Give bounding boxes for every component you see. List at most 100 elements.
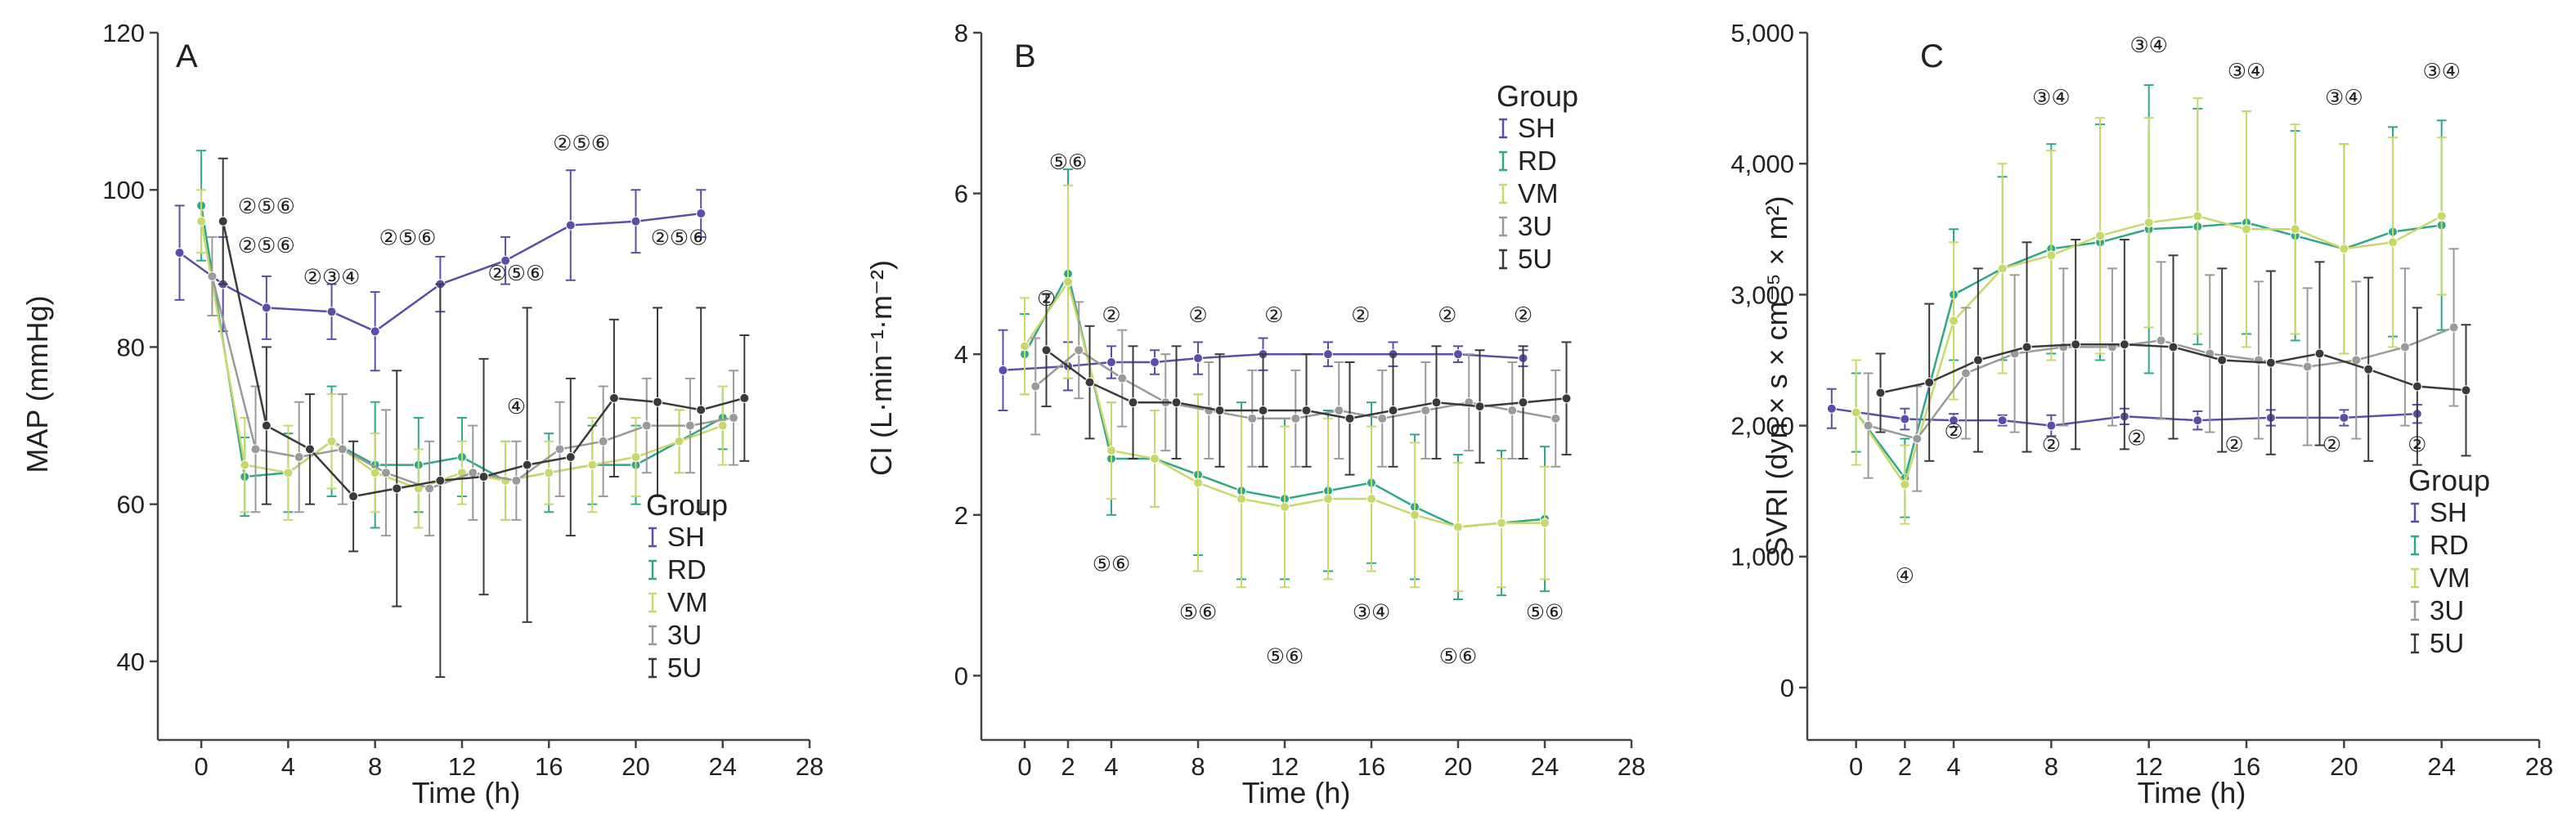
x-tick-label: 4 <box>1104 752 1118 781</box>
data-point <box>1367 494 1376 504</box>
data-point <box>1997 263 2008 274</box>
data-point <box>1912 433 1923 444</box>
y-tick-label: 8 <box>954 19 968 47</box>
legend-item-rd: RD <box>2411 530 2469 560</box>
significance-annotation: ② <box>1188 303 1207 328</box>
data-point <box>478 472 489 482</box>
data-point <box>2192 415 2203 426</box>
significance-annotation: ②⑤⑥ <box>238 195 295 219</box>
x-tick-label: 0 <box>1017 752 1031 781</box>
data-point <box>2119 339 2129 350</box>
significance-annotation: ② <box>1438 303 1456 328</box>
series-5u <box>218 157 750 679</box>
data-point <box>1551 413 1561 424</box>
data-point <box>1041 345 1052 356</box>
legend-item-3u: 3U <box>2411 595 2464 625</box>
data-point <box>1453 522 1463 532</box>
data-point <box>1128 397 1138 408</box>
data-point <box>380 468 391 478</box>
significance-annotation: ② <box>1351 303 1370 328</box>
significance-annotation: ② <box>1264 303 1283 328</box>
significance-annotation: ③④ <box>2129 34 2168 58</box>
x-tick-label: 20 <box>622 752 649 781</box>
legend-item-5u: 5U <box>2411 628 2464 658</box>
data-point <box>696 208 707 219</box>
data-point <box>653 397 663 407</box>
data-point <box>1875 388 1886 398</box>
data-point <box>294 452 304 462</box>
data-point <box>1924 377 1935 388</box>
legend-label: SH <box>2430 497 2467 527</box>
data-point <box>2351 355 2362 365</box>
data-point <box>1344 413 1355 424</box>
legend-label: RD <box>1518 146 1557 176</box>
data-point <box>2071 339 2081 350</box>
data-point <box>1474 401 1485 412</box>
data-point <box>2388 237 2398 248</box>
data-point <box>729 412 739 423</box>
legend-item-vm: VM <box>648 587 708 617</box>
y-tick-label: 3,000 <box>1730 280 1794 309</box>
data-point <box>2046 250 2057 261</box>
data-point <box>435 475 446 486</box>
data-point <box>174 248 185 258</box>
legend-label: SH <box>1518 113 1555 143</box>
data-point <box>348 491 359 502</box>
data-point <box>1193 353 1203 364</box>
significance-annotation: ⑤⑥ <box>1179 601 1218 625</box>
data-point <box>598 436 608 446</box>
data-point <box>1236 494 1246 504</box>
x-tick-label: 8 <box>1191 752 1205 781</box>
data-point <box>1410 509 1420 520</box>
y-tick-label: 2 <box>954 501 968 530</box>
significance-annotation: ② <box>1514 303 1533 328</box>
data-point <box>1301 405 1312 415</box>
data-point <box>424 483 435 494</box>
legend-title: Group <box>646 488 728 522</box>
data-point <box>500 255 511 266</box>
data-point <box>283 468 294 478</box>
data-point <box>1863 420 1874 431</box>
y-tick-label: 60 <box>117 491 145 519</box>
panel-b-label: B <box>1014 38 1036 74</box>
data-point <box>1561 393 1572 404</box>
series-3u <box>1863 248 2459 492</box>
data-point <box>2143 217 2154 228</box>
significance-annotation: ②⑤⑥ <box>379 226 437 251</box>
data-point <box>2242 224 2251 235</box>
data-point <box>1150 357 1160 368</box>
data-point <box>1247 413 1258 424</box>
significance-annotation: ⑤⑥ <box>1266 645 1304 670</box>
data-point <box>554 444 565 455</box>
data-point <box>1997 415 2008 426</box>
data-point <box>1388 405 1398 415</box>
data-point <box>1030 381 1041 392</box>
data-point <box>1290 413 1301 424</box>
data-point <box>1084 377 1095 388</box>
data-point <box>2156 335 2166 346</box>
data-point <box>468 468 478 478</box>
y-tick-label: 0 <box>954 661 968 690</box>
x-tick-label: 8 <box>2044 752 2058 781</box>
y-tick-label: 4,000 <box>1730 150 1794 178</box>
significance-annotation: ②⑤⑥ <box>553 132 610 156</box>
data-point <box>326 436 337 446</box>
x-tick-label: 24 <box>1531 752 1559 781</box>
legend-item-vm: VM <box>1499 178 1559 208</box>
panel-c-x-axis-label: Time (h) <box>2138 776 2246 809</box>
data-point <box>207 271 218 281</box>
x-tick-label: 28 <box>1618 752 1645 781</box>
significance-annotation: ② <box>2127 427 2146 451</box>
data-point <box>565 452 576 462</box>
x-tick-label: 16 <box>1358 752 1385 781</box>
data-point <box>2022 342 2032 352</box>
significance-annotation: ⑤⑥ <box>1093 553 1131 577</box>
data-point <box>1420 405 1431 415</box>
x-tick-label: 28 <box>2525 752 2553 781</box>
panel-b-y-axis-label: CI (L·min⁻¹·m⁻²) <box>864 260 898 476</box>
panel-a-label: A <box>176 38 198 74</box>
